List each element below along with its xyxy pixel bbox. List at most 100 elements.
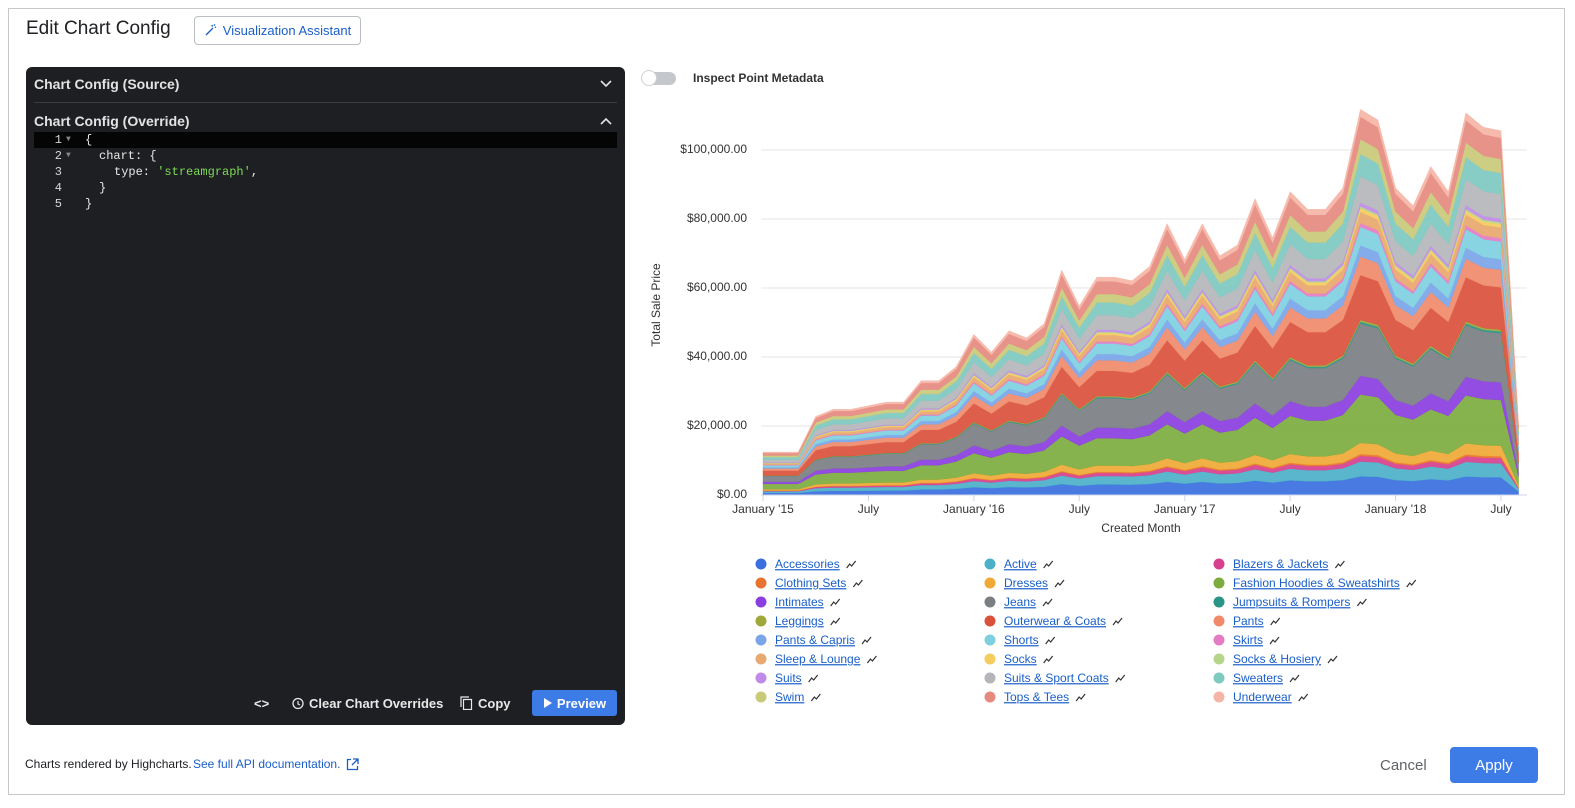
line-number: 4 [54,181,62,195]
x-tick-label: July [1279,502,1300,516]
override-section-title[interactable]: Chart Config (Override) [34,113,190,129]
editor-toolbar: <> Clear Chart Overrides Copy Preview [26,690,625,716]
fold-marker[interactable]: ▼ [66,151,71,160]
legend-item[interactable]: Socks & Hosiery [1213,652,1338,666]
metadata-toggle[interactable] [638,70,676,86]
legend-item[interactable]: Jeans [984,595,1053,609]
legend-marker [755,653,767,665]
api-doc-link[interactable]: See full API documentation. [193,757,360,771]
y-tick-label: $0.00 [717,487,747,501]
fold-marker[interactable]: ▼ [66,135,71,144]
wand-icon [205,24,217,36]
legend-marker [984,691,996,703]
legend-spark-icon [1356,598,1367,607]
legend-label: Skirts [1233,633,1263,647]
legend-spark-icon [808,674,819,683]
legend-spark-icon [1054,579,1065,588]
legend-item[interactable]: Suits [755,671,819,685]
y-tick-label: $60,000.00 [687,280,747,294]
legend-item[interactable]: Underwear [1213,690,1309,704]
legend-item[interactable]: Socks [984,652,1054,666]
toggle-label: Inspect Point Metadata [693,71,824,85]
legend-item[interactable]: Pants [1213,614,1281,628]
apply-button[interactable]: Apply [1450,747,1538,783]
api-doc-label: See full API documentation. [193,757,341,771]
x-tick-label: January '16 [943,502,1005,516]
legend-item[interactable]: Leggings [755,614,841,628]
legend-item[interactable]: Skirts [1213,633,1280,647]
code-string: 'streamgraph' [157,165,251,179]
legend-marker [1213,672,1225,684]
legend-marker [755,634,767,646]
legend-marker [1213,615,1225,627]
code-line: 5} [34,196,617,212]
legend-spark-icon [1334,560,1345,569]
line-number: 3 [54,165,62,179]
assistant-button[interactable]: Visualization Assistant [194,16,361,45]
legend-marker [984,653,996,665]
legend-label: Sweaters [1233,671,1283,685]
legend-spark-icon [866,655,877,664]
legend-item[interactable]: Blazers & Jackets [1213,557,1345,571]
legend-marker [1213,577,1225,589]
legend-item[interactable]: Clothing Sets [755,576,863,590]
clear-overrides-button[interactable]: Clear Chart Overrides [291,690,443,716]
preview-button[interactable]: Preview [532,690,617,716]
legend-item[interactable]: Pants & Capris [755,633,872,647]
preview-label: Preview [556,695,607,711]
legend-item[interactable]: Accessories [755,557,857,571]
cancel-button[interactable]: Cancel [1380,757,1427,774]
copy-button[interactable]: Copy [460,690,511,716]
legend-item[interactable]: Sweaters [1213,671,1300,685]
legend-label: Socks [1004,652,1037,666]
code-area[interactable]: 1 ▼{ 2 ▼ chart: { 3 type: 'streamgraph', 4} … [34,132,617,212]
legend-spark-icon [1043,560,1054,569]
legend-item[interactable]: Shorts [984,633,1056,647]
legend-label: Shorts [1004,633,1039,647]
legend-item[interactable]: Suits & Sport Coats [984,671,1126,685]
code-text: { [85,133,93,147]
chevron-up[interactable] [600,117,612,125]
code-toggle-button[interactable]: <> [254,695,270,711]
code-line: 4} [34,180,617,196]
legend-label: Intimates [775,595,824,609]
legend-label: Outerwear & Coats [1004,614,1106,628]
line-number: 5 [54,197,62,211]
line-number: 1 [54,133,62,147]
legend-marker [1213,558,1225,570]
legend-item[interactable]: Intimates [755,595,841,609]
y-axis-title: Total Sale Price [649,263,663,347]
legend-item[interactable]: Fashion Hoodies & Sweatshirts [1213,576,1417,590]
legend-marker [1213,653,1225,665]
legend-label: Clothing Sets [775,576,846,590]
source-section-title[interactable]: Chart Config (Source) [34,76,180,92]
legend-label: Swim [775,690,804,704]
chart: Total Sale Price Created Month $0.00 $20,… [649,109,1527,704]
dialog-frame [8,8,1565,795]
chevron-down[interactable] [600,80,612,88]
legend-spark-icon [1045,636,1056,645]
legend-spark-icon [1289,674,1300,683]
legend-marker [984,615,996,627]
x-tick-label: July [858,502,879,516]
legend-item[interactable]: Active [984,557,1054,571]
legend-marker [755,615,767,627]
legend-marker [755,672,767,684]
legend-marker [984,672,996,684]
legend-marker [984,634,996,646]
legend-spark-icon [1115,674,1126,683]
legend-item[interactable]: Swim [755,690,821,704]
play-icon [543,698,552,708]
legend-marker [1213,634,1225,646]
legend-item[interactable]: Outerwear & Coats [984,614,1123,628]
x-tick-label: January '17 [1154,502,1216,516]
legend-marker [755,596,767,608]
legend-item[interactable]: Sleep & Lounge [755,652,877,666]
legend-item[interactable]: Dresses [984,576,1065,590]
legend-item[interactable]: Jumpsuits & Rompers [1213,595,1367,609]
x-tick-label: January '15 [732,502,794,516]
legend-label: Blazers & Jackets [1233,557,1328,571]
clear-overrides-label: Clear Chart Overrides [309,695,444,711]
legend-item[interactable]: Tops & Tees [984,690,1086,704]
legend-label: Underwear [1233,690,1292,704]
